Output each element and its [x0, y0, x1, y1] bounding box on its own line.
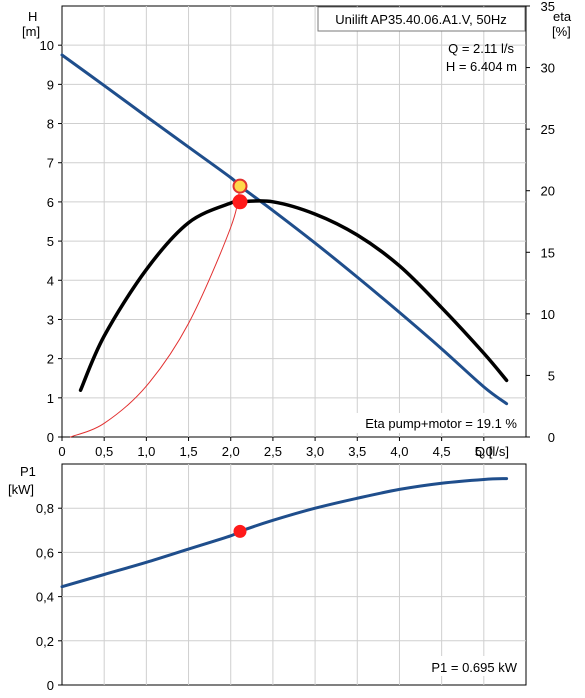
top-x-tick-label: 3,5	[348, 444, 366, 459]
top-y-tick-label: 0	[47, 430, 54, 445]
top-points	[232, 178, 248, 210]
efficiency-curve	[78, 199, 509, 392]
top-x-tick-label: 0,5	[95, 444, 113, 459]
top-series	[60, 53, 509, 438]
right-axis-unit: [%]	[552, 24, 571, 39]
duty-h-readout: H = 6.404 m	[446, 59, 517, 74]
top-y-tick-label: 8	[47, 117, 54, 132]
eta-note: Eta pump+motor = 19.1 %	[365, 416, 517, 431]
bottom-y-tick-label: 0	[47, 678, 54, 693]
left-axis-label: H	[28, 9, 37, 24]
top-x-tick-label: 5,0	[475, 444, 493, 459]
top-y2-tick-label: 10	[541, 307, 555, 322]
bottom-points	[233, 524, 247, 538]
top-x-tick-label: 4,0	[390, 444, 408, 459]
bottom-y-tick-label: 0,8	[36, 501, 54, 516]
top-y2-tick-label: 20	[541, 184, 555, 199]
power-curve	[60, 477, 509, 589]
top-x-tick-label: 1,5	[180, 444, 198, 459]
right-axis-label: eta	[553, 9, 572, 24]
bottom-y-tick-label: 0,4	[36, 590, 54, 605]
chart-title: Unilift AP35.40.06.A1.V, 50Hz	[335, 12, 507, 27]
top-y2-tick-label: 5	[548, 368, 555, 383]
head-curve	[60, 53, 509, 406]
top-x-tick-label: 2,0	[222, 444, 240, 459]
top-x-tick-label: 3,0	[306, 444, 324, 459]
top-x-tick-label: 4,5	[433, 444, 451, 459]
top-plot-frame	[61, 5, 527, 438]
bottom-y-tick-label: 0,6	[36, 545, 54, 560]
bottom-y-ticks: 0 0,2 0,4 0,6 0,8	[36, 501, 62, 693]
x-axis-label: Q [l/s]	[475, 444, 509, 459]
power-panel: 0 0,2 0,4 0,6 0,8 P1 [kW] P1 = 0.695 kW	[8, 463, 527, 693]
top-y-tick-label: 1	[47, 391, 54, 406]
top-y2-tick-label: 30	[541, 61, 555, 76]
top-y2-tick-label: 35	[541, 0, 555, 14]
power-note: P1 = 0.695 kW	[431, 660, 517, 675]
duty-point-head	[232, 178, 248, 194]
eta-note-box	[336, 413, 522, 433]
bottom-series	[60, 477, 509, 589]
duty-point-eta	[232, 194, 248, 210]
top-x-tick-label: 1,0	[137, 444, 155, 459]
top-y2-tick-label: 15	[541, 245, 555, 260]
top-y-tick-label: 3	[47, 312, 54, 327]
top-y-tick-label: 4	[47, 273, 54, 288]
power-axis-label: P1	[20, 464, 36, 479]
top-y-tick-label: 2	[47, 352, 54, 367]
left-axis-unit: [m]	[22, 24, 40, 39]
top-y-tick-label: 10	[40, 38, 54, 53]
top-y2-ticks: 0 5 10 15 20 25 30 35	[526, 0, 555, 445]
head-eta-panel: 0 0,5 1,0 1,5 2,0 2,5 3,0 3,5 4,0 4,5 5,0 0 1 2 3 4 5 6 7…	[22, 0, 572, 459]
top-y2-tick-label: 0	[548, 430, 555, 445]
top-y2-tick-label: 25	[541, 122, 555, 137]
duty-system-curve	[69, 185, 241, 438]
bottom-grid	[62, 464, 526, 685]
top-y-tick-label: 7	[47, 156, 54, 171]
duty-q-readout: Q = 2.11 l/s	[448, 41, 514, 56]
top-y-tick-label: 5	[47, 234, 54, 249]
top-x-tick-label: 2,5	[264, 444, 282, 459]
title-box	[317, 6, 526, 32]
top-y-ticks: 0 1 2 3 4 5 6 7 8 9 10	[40, 38, 62, 445]
power-note-box	[412, 656, 522, 676]
bottom-y-tick-label: 0,2	[36, 634, 54, 649]
top-x-tick-label: 0	[58, 444, 65, 459]
top-y-tick-label: 9	[47, 77, 54, 92]
bottom-plot-frame	[61, 463, 527, 686]
top-y-tick-label: 6	[47, 195, 54, 210]
top-x-ticks: 0 0,5 1,0 1,5 2,0 2,5 3,0 3,5 4,0 4,5 5,0	[58, 437, 493, 459]
power-axis-unit: [kW]	[8, 482, 34, 497]
duty-point-power	[233, 524, 247, 538]
